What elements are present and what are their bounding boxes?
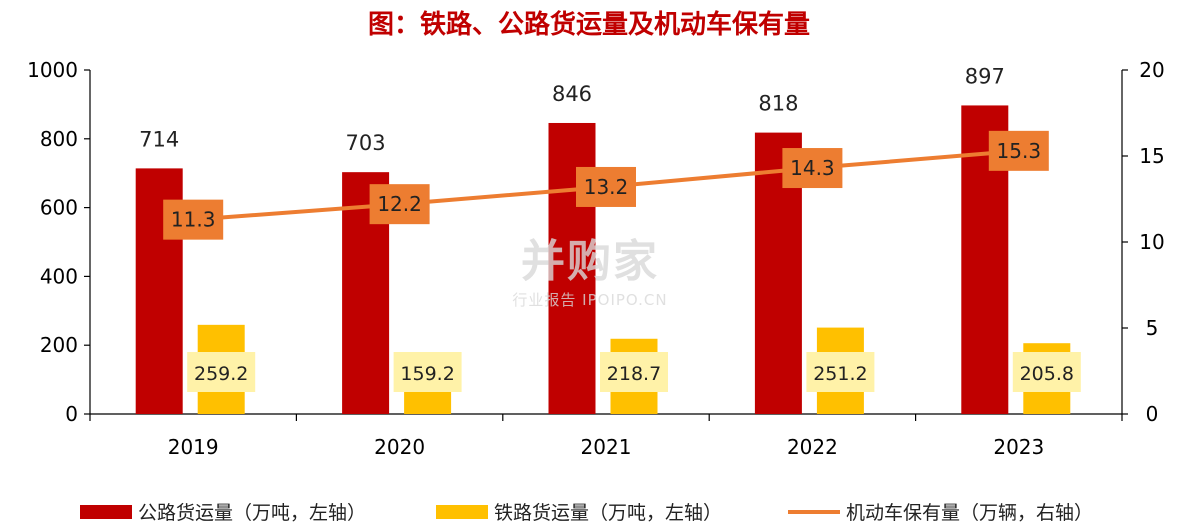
data-label-road: 897 [965, 64, 1005, 88]
x-axis-tick-label: 2021 [581, 435, 632, 459]
chart-title: 图：铁路、公路货运量及机动车保有量 [367, 10, 810, 40]
data-label-vehicle: 12.2 [377, 192, 422, 216]
data-label-bg-vehicle [369, 184, 430, 225]
legend-item-rail: 铁路货运量（万吨，左轴） [436, 498, 722, 525]
legend-label-vehicle: 机动车保有量（万辆，右轴） [846, 502, 1094, 524]
data-label-bg-rail [806, 352, 875, 392]
data-label-road: 714 [139, 127, 179, 151]
data-label-vehicle: 13.2 [584, 175, 629, 199]
legend-swatch-rail [436, 504, 488, 519]
data-label-bg-vehicle [988, 130, 1049, 171]
data-label-road: 846 [552, 82, 592, 106]
data-label-rail: 205.8 [1020, 363, 1074, 385]
data-label-vehicle: 11.3 [171, 208, 216, 232]
data-label-road: 818 [758, 92, 798, 116]
legend-label-road: 公路货运量（万吨，左轴） [138, 502, 367, 524]
data-label-bg-vehicle [782, 148, 843, 189]
left-axis-tick-label: 400 [40, 264, 78, 288]
legend-swatch-road [80, 504, 132, 519]
data-label-bg-rail [393, 352, 462, 392]
right-axis-tick-label: 20 [1139, 58, 1164, 82]
data-label-bg-vehicle [576, 166, 636, 207]
data-label-bg-vehicle [163, 199, 224, 240]
data-label-vehicle: 14.3 [790, 156, 835, 180]
x-axis-tick-label: 2020 [374, 435, 425, 459]
watermark-sub: 行业报告 IPOIPO.CN [512, 291, 668, 309]
legend-label-rail: 铁路货运量（万吨，左轴） [494, 502, 723, 524]
x-axis-tick-label: 2022 [787, 435, 838, 459]
data-label-road: 703 [346, 131, 386, 155]
left-axis-tick-label: 1000 [27, 58, 78, 82]
right-axis-tick-label: 5 [1146, 316, 1159, 340]
left-axis-tick-label: 600 [40, 196, 78, 220]
legend-swatch-vehicle [788, 509, 840, 514]
left-axis-tick-label: 800 [40, 127, 78, 151]
watermark: 并购家 行业报告 IPOIPO.CN [470, 225, 710, 310]
data-label-bg-rail [1012, 352, 1081, 392]
left-axis-tick-label: 200 [40, 333, 78, 357]
x-axis-tick-label: 2019 [168, 435, 219, 459]
legend-item-vehicle: 机动车保有量（万辆，右轴） [788, 498, 1093, 525]
left-axis-tick-label: 0 [65, 402, 78, 426]
data-label-rail: 218.7 [607, 363, 661, 385]
legend-item-road: 公路货运量（万吨，左轴） [80, 498, 366, 525]
data-label-rail: 259.2 [194, 363, 248, 385]
data-label-rail: 159.2 [400, 363, 454, 385]
data-label-bg-rail [187, 352, 256, 392]
data-label-rail: 251.2 [813, 363, 867, 385]
right-axis-tick-label: 0 [1146, 402, 1159, 426]
right-axis-tick-label: 10 [1139, 230, 1164, 254]
data-label-bg-rail [600, 352, 668, 392]
legend: 公路货运量（万吨，左轴） 铁路货运量（万吨，左轴） 机动车保有量（万辆，右轴） [0, 498, 1178, 524]
watermark-main: 并购家 [521, 236, 659, 287]
right-axis-tick-label: 15 [1139, 144, 1164, 168]
x-axis-tick-label: 2023 [993, 435, 1044, 459]
data-label-vehicle: 15.3 [997, 139, 1042, 163]
